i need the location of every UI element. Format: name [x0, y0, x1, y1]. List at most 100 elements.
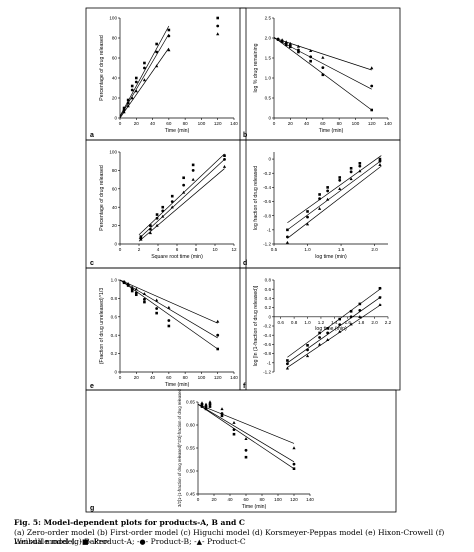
- point-square-c: [182, 176, 185, 180]
- x-tick-label-e: 0: [119, 375, 122, 380]
- point-triangle-d: [285, 240, 290, 244]
- point-triangle-g: [244, 437, 248, 440]
- point-circle-e: [134, 291, 138, 295]
- point-square-b: [370, 108, 374, 112]
- point-triangle-e: [167, 305, 171, 309]
- y-axis-label-e: (Fraction of drug unreleased)^1/3: [99, 288, 105, 365]
- x-tick-label-b: 140: [384, 121, 392, 126]
- fit-line-d-0: [287, 155, 382, 224]
- x-tick-label-g: 60: [243, 497, 249, 502]
- point-circle-d: [326, 189, 330, 193]
- y-tick-label-b: 1.0: [265, 76, 272, 81]
- point-circle-b: [297, 48, 300, 52]
- point-triangle-d: [358, 169, 362, 173]
- x-tick-label-g: 0: [197, 497, 200, 502]
- y-tick-label-g: 0.65: [186, 400, 195, 405]
- fit-line-e-2: [119, 279, 218, 324]
- point-triangle-d: [326, 197, 330, 201]
- point-square-d: [326, 186, 329, 189]
- point-square-g: [208, 405, 212, 408]
- x-tick-label-a: 60: [166, 121, 172, 126]
- y-axis-label-g: 3/2[1-(1-fraction of drug released)^2/3]…: [177, 388, 182, 507]
- point-triangle-d: [338, 187, 342, 190]
- point-circle-g: [204, 405, 208, 408]
- y-tick-label-c: 20: [112, 223, 118, 228]
- point-triangle-c: [148, 231, 152, 235]
- y-tick-label-e: 0.2: [111, 351, 118, 356]
- point-square-c: [170, 194, 174, 198]
- legend-symbol-b: -●-: [137, 538, 149, 546]
- point-square-a: [216, 16, 220, 20]
- point-circle-f: [286, 362, 289, 366]
- y-tick-label-d: -1.2: [263, 242, 271, 247]
- point-square-f: [358, 302, 362, 306]
- y-tick-label-g: 0.45: [186, 492, 195, 497]
- fit-line-g-0: [197, 404, 295, 469]
- y-tick-label-f: 0.6: [265, 287, 272, 292]
- point-circle-a: [126, 101, 130, 105]
- x-tick-label-a: 120: [214, 121, 222, 126]
- y-tick-label-f: 0.2: [265, 305, 272, 310]
- point-triangle-f: [305, 354, 310, 358]
- point-triangle-b: [284, 40, 288, 44]
- point-circle-a: [216, 24, 220, 28]
- fit-line-d-2: [287, 165, 382, 239]
- point-circle-f: [378, 296, 382, 299]
- point-circle-c: [191, 169, 195, 172]
- y-tick-label-g: 0.55: [186, 446, 195, 451]
- point-triangle-b: [276, 37, 280, 40]
- fit-line-a-2: [119, 47, 170, 119]
- y-axis-label-c: Percentage of drug released: [99, 165, 105, 231]
- x-tick-label-a: 0: [119, 121, 122, 126]
- x-tick-label-d: 0.5: [271, 247, 278, 252]
- x-tick-label-f: 1.2: [318, 320, 325, 325]
- point-triangle-f: [349, 322, 353, 326]
- point-triangle-b: [370, 66, 374, 70]
- panel-letter-a: a: [90, 132, 94, 139]
- x-tick-label-e: 140: [230, 375, 238, 380]
- x-tick-label-c: 6: [176, 247, 179, 252]
- panel-letter-g: g: [90, 505, 94, 512]
- legend-symbol-c: -▲-: [194, 538, 205, 546]
- y-tick-label-a: 60: [112, 56, 118, 61]
- point-triangle-c: [155, 223, 159, 227]
- point-square-c: [191, 163, 195, 167]
- panel-a: 0 20 40 60 80 100 120 140 0 20 40 60 80 100 Time (min)…: [85, 7, 247, 141]
- point-triangle-a: [122, 110, 126, 114]
- point-square-a: [122, 106, 126, 110]
- y-tick-label-d: 0: [268, 157, 271, 162]
- y-tick-label-a: 0: [114, 116, 117, 121]
- x-axis-label-e: Time (min): [165, 382, 190, 388]
- y-tick-label-d: -0.6: [263, 199, 271, 204]
- y-tick-label-c: 60: [112, 186, 118, 191]
- point-triangle-d: [305, 222, 310, 226]
- point-triangle-b: [321, 55, 325, 59]
- y-tick-label-c: 100: [109, 150, 117, 155]
- y-tick-label-f: -0.4: [263, 333, 271, 338]
- point-square-g: [292, 467, 296, 470]
- point-square-a: [134, 76, 138, 80]
- point-circle-d: [338, 178, 342, 182]
- point-circle-c: [170, 200, 174, 204]
- fit-line-f-2: [287, 304, 382, 368]
- panel-c: 0 2 4 6 8 10 12 0 20 40 60 80 100 Square root time (m…: [85, 139, 247, 269]
- point-square-f: [378, 286, 382, 290]
- point-square-a: [126, 98, 130, 102]
- y-axis-label-a: Percentage of drug released: [99, 35, 105, 101]
- y-tick-label-b: 1.5: [265, 56, 272, 61]
- point-triangle-g: [204, 402, 208, 406]
- point-triangle-e: [142, 292, 147, 295]
- y-tick-label-c: 40: [112, 205, 118, 210]
- x-tick-label-a: 140: [230, 121, 238, 126]
- point-square-a: [155, 42, 158, 46]
- point-circle-c: [182, 183, 186, 187]
- point-triangle-e: [130, 285, 134, 289]
- y-tick-label-b: 0: [268, 116, 271, 121]
- x-tick-label-e: 40: [150, 375, 156, 380]
- panel-letter-e: e: [90, 383, 94, 390]
- x-tick-label-b: 20: [288, 121, 294, 126]
- y-tick-label-a: 100: [109, 16, 117, 21]
- point-circle-f: [318, 336, 321, 339]
- point-triangle-f: [378, 303, 382, 307]
- fit-line-d-1: [287, 160, 382, 231]
